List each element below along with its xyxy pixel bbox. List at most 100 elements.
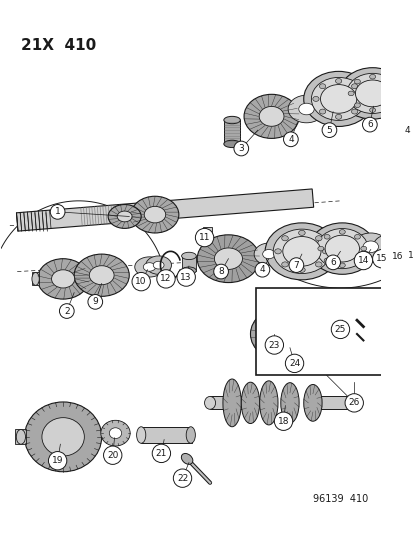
Ellipse shape (360, 246, 366, 251)
Ellipse shape (100, 421, 130, 446)
Circle shape (330, 320, 349, 338)
Ellipse shape (406, 234, 413, 252)
Text: 4: 4 (404, 126, 409, 135)
Ellipse shape (262, 249, 274, 259)
Circle shape (48, 451, 66, 470)
Text: 24: 24 (288, 359, 299, 368)
Ellipse shape (335, 78, 341, 84)
Circle shape (59, 304, 74, 318)
Text: 16: 16 (391, 252, 402, 261)
Ellipse shape (298, 230, 304, 236)
Ellipse shape (322, 249, 328, 254)
Ellipse shape (223, 140, 240, 148)
Ellipse shape (362, 241, 377, 253)
Text: 25: 25 (334, 325, 345, 334)
Text: 3: 3 (238, 144, 244, 153)
Circle shape (325, 255, 339, 270)
Circle shape (233, 141, 248, 156)
Ellipse shape (52, 270, 74, 288)
Circle shape (362, 117, 376, 132)
Ellipse shape (223, 116, 240, 124)
Ellipse shape (323, 258, 329, 263)
Ellipse shape (407, 95, 413, 104)
Ellipse shape (391, 236, 413, 254)
Ellipse shape (298, 267, 304, 272)
Ellipse shape (214, 248, 242, 270)
Ellipse shape (32, 272, 39, 285)
Bar (223, 120, 240, 144)
Circle shape (387, 248, 406, 266)
Text: 12: 12 (160, 274, 171, 284)
Bar (209, 397, 246, 409)
Ellipse shape (317, 246, 323, 251)
Ellipse shape (303, 71, 373, 126)
Text: 14: 14 (357, 256, 368, 265)
Circle shape (354, 252, 372, 270)
Ellipse shape (339, 68, 405, 119)
Ellipse shape (37, 259, 89, 299)
Circle shape (103, 446, 121, 464)
Circle shape (132, 272, 150, 291)
Circle shape (152, 444, 170, 463)
Ellipse shape (339, 230, 344, 234)
Text: 13: 13 (180, 272, 192, 281)
Ellipse shape (282, 237, 320, 266)
Circle shape (173, 469, 191, 487)
Ellipse shape (369, 108, 375, 112)
Circle shape (264, 336, 283, 354)
Ellipse shape (354, 79, 359, 84)
Ellipse shape (316, 229, 367, 269)
Text: 1: 1 (55, 207, 60, 216)
Circle shape (344, 394, 363, 412)
Ellipse shape (280, 383, 299, 423)
Text: 21: 21 (155, 449, 167, 458)
Ellipse shape (243, 94, 299, 139)
Circle shape (177, 268, 195, 286)
Circle shape (404, 247, 413, 265)
Ellipse shape (274, 249, 281, 254)
Text: 2: 2 (64, 306, 69, 316)
Ellipse shape (354, 235, 360, 239)
Ellipse shape (136, 427, 145, 443)
Ellipse shape (254, 243, 283, 265)
Circle shape (157, 270, 175, 288)
Ellipse shape (287, 95, 324, 123)
Ellipse shape (323, 235, 329, 239)
Ellipse shape (281, 262, 287, 267)
Text: 10: 10 (135, 277, 147, 286)
Ellipse shape (373, 235, 402, 257)
Ellipse shape (399, 241, 409, 249)
Ellipse shape (347, 91, 353, 96)
Text: 23: 23 (268, 341, 279, 350)
Ellipse shape (311, 77, 365, 120)
Ellipse shape (89, 266, 114, 285)
Ellipse shape (197, 235, 259, 282)
Text: 7: 7 (293, 261, 299, 270)
Ellipse shape (303, 384, 321, 421)
Ellipse shape (351, 109, 357, 114)
Text: 18: 18 (277, 417, 289, 426)
Circle shape (274, 412, 292, 431)
Ellipse shape (108, 205, 141, 229)
Ellipse shape (153, 261, 164, 269)
Ellipse shape (143, 263, 155, 271)
Circle shape (88, 295, 102, 309)
Bar (320, 397, 356, 409)
Ellipse shape (181, 252, 196, 260)
Ellipse shape (281, 236, 287, 241)
Text: 4: 4 (259, 265, 265, 274)
Circle shape (285, 354, 303, 373)
Ellipse shape (354, 258, 360, 263)
Text: 15: 15 (375, 254, 387, 263)
Circle shape (213, 264, 228, 279)
Ellipse shape (145, 256, 171, 274)
Text: 19: 19 (52, 456, 63, 465)
Circle shape (254, 262, 269, 277)
Ellipse shape (222, 379, 241, 427)
Ellipse shape (390, 91, 396, 96)
Bar (181, 256, 196, 271)
Ellipse shape (384, 103, 390, 108)
Text: 17: 17 (407, 252, 413, 261)
Ellipse shape (42, 418, 84, 456)
Ellipse shape (259, 107, 283, 126)
